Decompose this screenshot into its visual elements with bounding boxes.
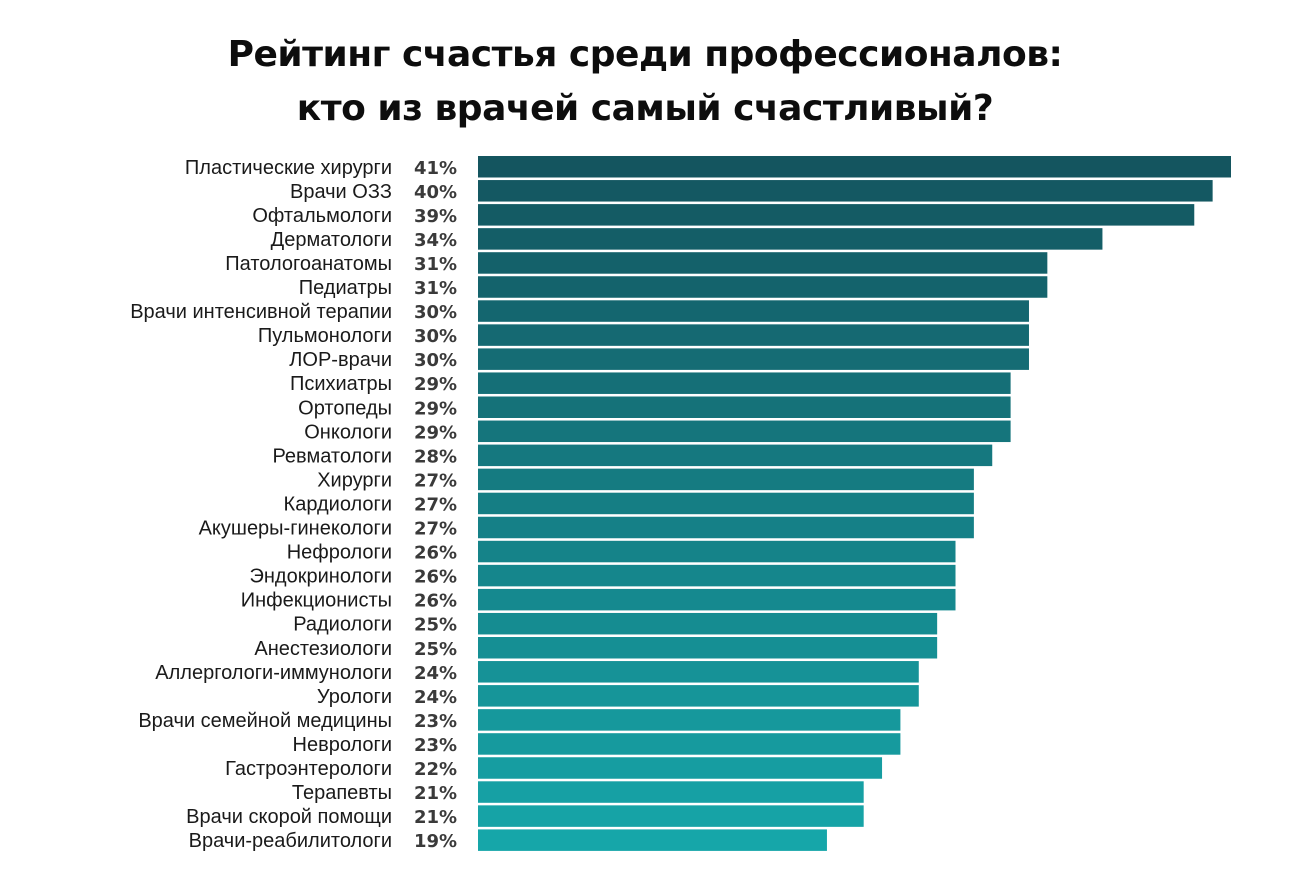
value-label: 24% — [414, 663, 457, 684]
bar — [478, 612, 938, 635]
value-label: 19% — [414, 831, 457, 852]
category-label: Ревматологи — [272, 445, 392, 467]
value-label: 27% — [414, 470, 457, 491]
category-label: Инфекционисты — [241, 590, 392, 612]
category-label: Дерматологи — [271, 229, 392, 251]
value-label: 26% — [414, 543, 457, 564]
bar — [478, 420, 1011, 443]
category-label: Хирурги — [317, 469, 392, 491]
category-label: Патологоанатомы — [225, 253, 392, 275]
category-label: Психиатры — [290, 373, 392, 395]
value-label: 29% — [414, 398, 457, 419]
category-label: Ортопеды — [298, 397, 392, 419]
category-label: Гастроэнтерологи — [225, 758, 392, 780]
bar — [478, 468, 974, 491]
value-label: 21% — [414, 807, 457, 828]
bar — [478, 396, 1011, 418]
category-label: Врачи интенсивной терапии — [130, 301, 392, 323]
category-label: Пульмонологи — [258, 325, 392, 347]
bar — [478, 204, 1195, 226]
category-label: Урологи — [317, 686, 392, 708]
bar — [478, 300, 1029, 322]
value-label: 41% — [414, 158, 457, 179]
value-label: 30% — [414, 302, 457, 323]
category-label: Онкологи — [304, 421, 392, 443]
value-label: 21% — [414, 783, 457, 804]
value-label: 26% — [414, 567, 457, 588]
category-label: Врачи семейной медицины — [138, 710, 392, 732]
value-label: 25% — [414, 639, 457, 660]
bar — [478, 661, 919, 683]
value-label: 30% — [414, 350, 457, 371]
bar — [478, 709, 901, 731]
value-label: 23% — [414, 711, 457, 732]
value-label: 24% — [414, 687, 457, 708]
chart-title: Рейтинг счастья среди профессионалов: кт… — [0, 28, 1290, 136]
category-label: Врачи-реабилитологи — [189, 830, 392, 852]
bar — [478, 252, 1048, 274]
category-label: Анестезиологи — [254, 638, 392, 660]
value-label: 34% — [414, 230, 457, 251]
bar — [478, 516, 974, 539]
value-label: 23% — [414, 735, 457, 756]
value-label: 39% — [414, 206, 457, 227]
category-label: Офтальмологи — [252, 205, 392, 227]
value-label: 27% — [414, 519, 457, 540]
value-label: 29% — [414, 374, 457, 395]
value-label: 40% — [414, 182, 457, 203]
bar — [478, 324, 1029, 346]
bar — [478, 372, 1011, 394]
category-label: Педиатры — [299, 277, 392, 299]
value-label: 31% — [414, 254, 457, 275]
value-label: 28% — [414, 446, 457, 467]
value-label: 31% — [414, 278, 457, 299]
value-label: 25% — [414, 615, 457, 636]
bar — [478, 276, 1048, 298]
bar — [478, 180, 1213, 202]
category-label: Аллергологи-иммунологи — [155, 662, 392, 684]
bar — [478, 829, 827, 851]
bar — [478, 781, 864, 803]
value-label: 30% — [414, 326, 457, 347]
category-label: ЛОР-врачи — [289, 349, 392, 371]
bar — [478, 588, 956, 611]
bar — [478, 805, 864, 827]
chart-title-line-1: Рейтинг счастья среди профессионалов: — [227, 34, 1063, 75]
value-label: 26% — [414, 591, 457, 612]
bar — [478, 637, 938, 659]
bar — [478, 685, 919, 707]
value-label: 22% — [414, 759, 457, 780]
bar — [478, 757, 883, 779]
bar — [478, 348, 1029, 370]
category-label: Врачи ОЗЗ — [290, 181, 392, 203]
bar — [478, 564, 956, 587]
category-label: Терапевты — [292, 782, 392, 804]
bar — [478, 444, 993, 467]
bar — [478, 156, 1231, 178]
bar — [478, 733, 901, 755]
category-label: Радиологи — [293, 614, 392, 636]
bar — [478, 492, 974, 515]
category-label: Неврологи — [293, 734, 392, 756]
chart-title-line-2: кто из врачей самый счастливый? — [296, 88, 994, 129]
category-label: Врачи скорой помощи — [186, 806, 392, 828]
value-label: 29% — [414, 422, 457, 443]
bar — [478, 540, 956, 563]
category-label: Пластические хирурги — [185, 157, 392, 179]
bar — [478, 228, 1103, 250]
category-label: Акушеры-гинекологи — [199, 518, 392, 540]
category-label: Эндокринологи — [250, 566, 392, 588]
value-label: 27% — [414, 494, 457, 515]
category-label: Кардиологи — [284, 493, 392, 515]
category-label: Нефрологи — [287, 542, 392, 564]
